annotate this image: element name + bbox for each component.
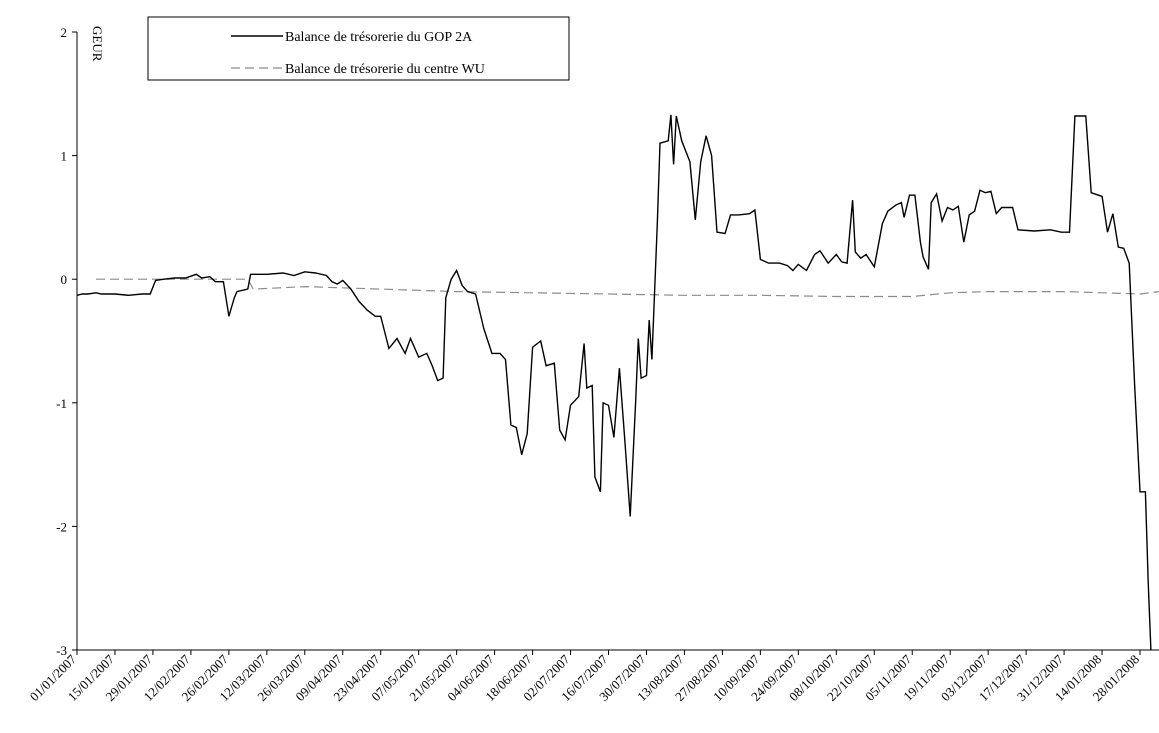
y-tick-label: 1 bbox=[61, 149, 68, 164]
y-tick-label: 2 bbox=[61, 25, 68, 40]
y-axis-unit-label: GEUR bbox=[90, 26, 105, 62]
legend: Balance de trésorerie du GOP 2A Balance … bbox=[147, 16, 570, 81]
legend-label-gop: Balance de trésorerie du GOP 2A bbox=[285, 30, 473, 45]
series-line-gop bbox=[76, 114, 1152, 651]
legend-label-wu: Balance de trésorerie du centre WU bbox=[285, 62, 485, 77]
y-ticks: -3 -2 -1 0 1 2 bbox=[56, 25, 77, 658]
y-tick-label: -2 bbox=[56, 519, 67, 534]
x-axis: 01/01/200715/01/200729/01/200712/02/2007… bbox=[27, 649, 1159, 704]
plot-area bbox=[76, 114, 1159, 651]
y-tick-label: -3 bbox=[56, 643, 67, 658]
series-line-wu bbox=[96, 278, 1159, 298]
y-tick-label: 0 bbox=[61, 272, 68, 287]
y-axis: GEUR -3 -2 -1 0 1 2 bbox=[56, 25, 105, 658]
y-tick-label: -1 bbox=[56, 396, 67, 411]
x-ticks: 01/01/200715/01/200729/01/200712/02/2007… bbox=[27, 650, 1142, 704]
legend-box bbox=[147, 16, 570, 81]
